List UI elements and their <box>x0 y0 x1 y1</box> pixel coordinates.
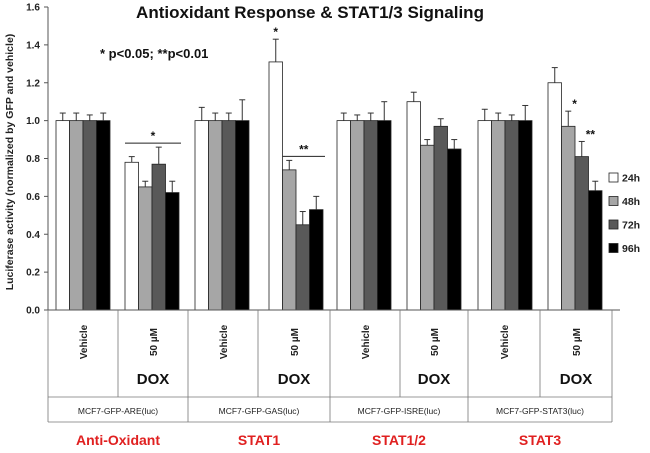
cell-line-label: MCF7-GFP-ARE(luc) <box>78 406 158 416</box>
bar-48h-5 <box>350 120 365 311</box>
chart-title: Antioxidant Response & STAT1/3 Signaling <box>136 3 484 22</box>
bar-48h-7 <box>491 120 506 311</box>
bar-96h-7 <box>518 120 533 311</box>
significance-marker: * <box>151 129 156 143</box>
y-tick-label: 0.6 <box>26 192 40 203</box>
y-tick-label: 1.6 <box>26 3 40 14</box>
bar-96h-6 <box>447 148 462 311</box>
significance-marker: ** <box>299 142 309 156</box>
category-table: Vehicle 50 µM Vehicle 50 µM Vehicle 50 µM Vehi… <box>47 310 613 448</box>
bar-24h-7 <box>477 120 492 311</box>
y-tick-label: 1.0 <box>26 116 40 127</box>
legend-label-24h: 24h <box>622 173 640 185</box>
bar-48h-6 <box>420 144 435 311</box>
bar-72h-1 <box>82 120 97 311</box>
dox-label: DOX <box>278 371 311 388</box>
bar-24h-2 <box>124 161 139 311</box>
bar-24h-5 <box>336 120 351 311</box>
bar-48h-1 <box>69 120 84 311</box>
condition-label: 50 µM <box>572 328 583 356</box>
bar-48h-2 <box>138 186 153 311</box>
legend-swatch-96h <box>608 243 619 253</box>
cell-line-label: MCF7-GFP-ISRE(luc) <box>358 406 441 416</box>
bar-48h-3 <box>208 120 223 311</box>
significance-note: * p<0.05; **p<0.01 <box>100 46 208 61</box>
significance-marker: * <box>273 25 278 39</box>
y-tick-label: 0.0 <box>26 306 40 317</box>
significance-marker: ** <box>586 127 596 141</box>
bar-48h-8 <box>561 125 576 311</box>
legend-label-96h: 96h <box>622 243 640 255</box>
y-axis-label: Luciferase activity (normalized by GFP a… <box>4 34 16 291</box>
bar-72h-4 <box>295 224 310 311</box>
bar-72h-6 <box>433 125 448 311</box>
pathway-label: Anti-Oxidant <box>76 432 160 448</box>
bar-96h-2 <box>165 192 180 311</box>
axes: 0.0 0.2 0.4 0.6 0.8 1.0 1.2 1.4 1.6 <box>26 3 620 317</box>
legend-swatch-24h <box>608 172 619 183</box>
y-tick-label: 0.4 <box>26 230 40 241</box>
legend-label-72h: 72h <box>622 220 640 232</box>
legend-swatch-72h <box>608 219 619 230</box>
bar-24h-1 <box>55 120 70 311</box>
legend: 24h 48h 72h 96h <box>608 172 640 255</box>
legend-label-48h: 48h <box>622 196 640 208</box>
cell-line-label: MCF7-GFP-STAT3(luc) <box>496 406 584 416</box>
bar-72h-8 <box>574 156 589 311</box>
bar-72h-7 <box>504 120 519 311</box>
dox-label: DOX <box>560 371 593 388</box>
bar-48h-4 <box>282 169 297 311</box>
condition-label: Vehicle <box>361 324 372 359</box>
bars <box>55 38 603 311</box>
bar-96h-1 <box>96 120 111 311</box>
legend-swatch-48h <box>608 196 619 206</box>
bar-96h-8 <box>588 190 603 311</box>
dox-label: DOX <box>137 371 170 388</box>
bar-24h-6 <box>406 101 421 311</box>
condition-label: Vehicle <box>500 324 511 359</box>
significance-marker: * <box>572 97 577 111</box>
condition-label: 50 µM <box>149 328 160 356</box>
bar-72h-2 <box>151 163 166 311</box>
annotations: ******* <box>125 25 596 157</box>
bar-96h-4 <box>309 209 324 311</box>
dox-label: DOX <box>418 371 451 388</box>
condition-label: Vehicle <box>79 324 90 359</box>
pathway-label: STAT1/2 <box>372 432 426 448</box>
pathway-label: STAT1 <box>238 432 280 448</box>
y-tick-label: 1.2 <box>26 78 40 89</box>
pathway-label: STAT3 <box>519 432 561 448</box>
bar-96h-5 <box>377 120 392 311</box>
bar-24h-8 <box>547 82 562 311</box>
y-tick-label: 1.4 <box>26 40 40 51</box>
bar-24h-4 <box>268 61 283 311</box>
bar-72h-3 <box>221 120 236 311</box>
bar-96h-3 <box>235 120 250 311</box>
cell-line-label: MCF7-GFP-GAS(luc) <box>219 406 300 416</box>
y-tick-label: 0.8 <box>26 154 40 165</box>
condition-label: 50 µM <box>290 328 301 356</box>
y-tick-label: 0.2 <box>26 268 40 279</box>
condition-label: 50 µM <box>430 328 441 356</box>
bar-24h-3 <box>194 120 209 311</box>
condition-label: Vehicle <box>219 324 230 359</box>
bar-72h-5 <box>363 120 378 311</box>
